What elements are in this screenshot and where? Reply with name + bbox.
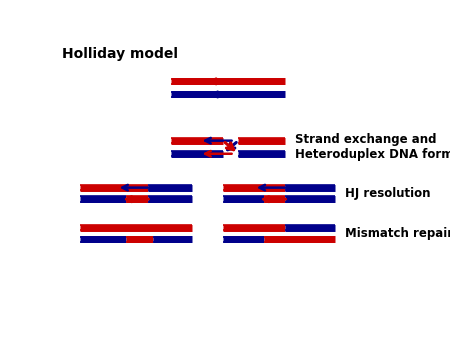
Text: Mismatch repair: Mismatch repair: [345, 227, 450, 240]
Text: HJ resolution: HJ resolution: [345, 187, 430, 200]
Text: Holliday model: Holliday model: [63, 47, 179, 61]
Text: Strand exchange and
Heteroduplex DNA formation: Strand exchange and Heteroduplex DNA for…: [295, 133, 450, 161]
